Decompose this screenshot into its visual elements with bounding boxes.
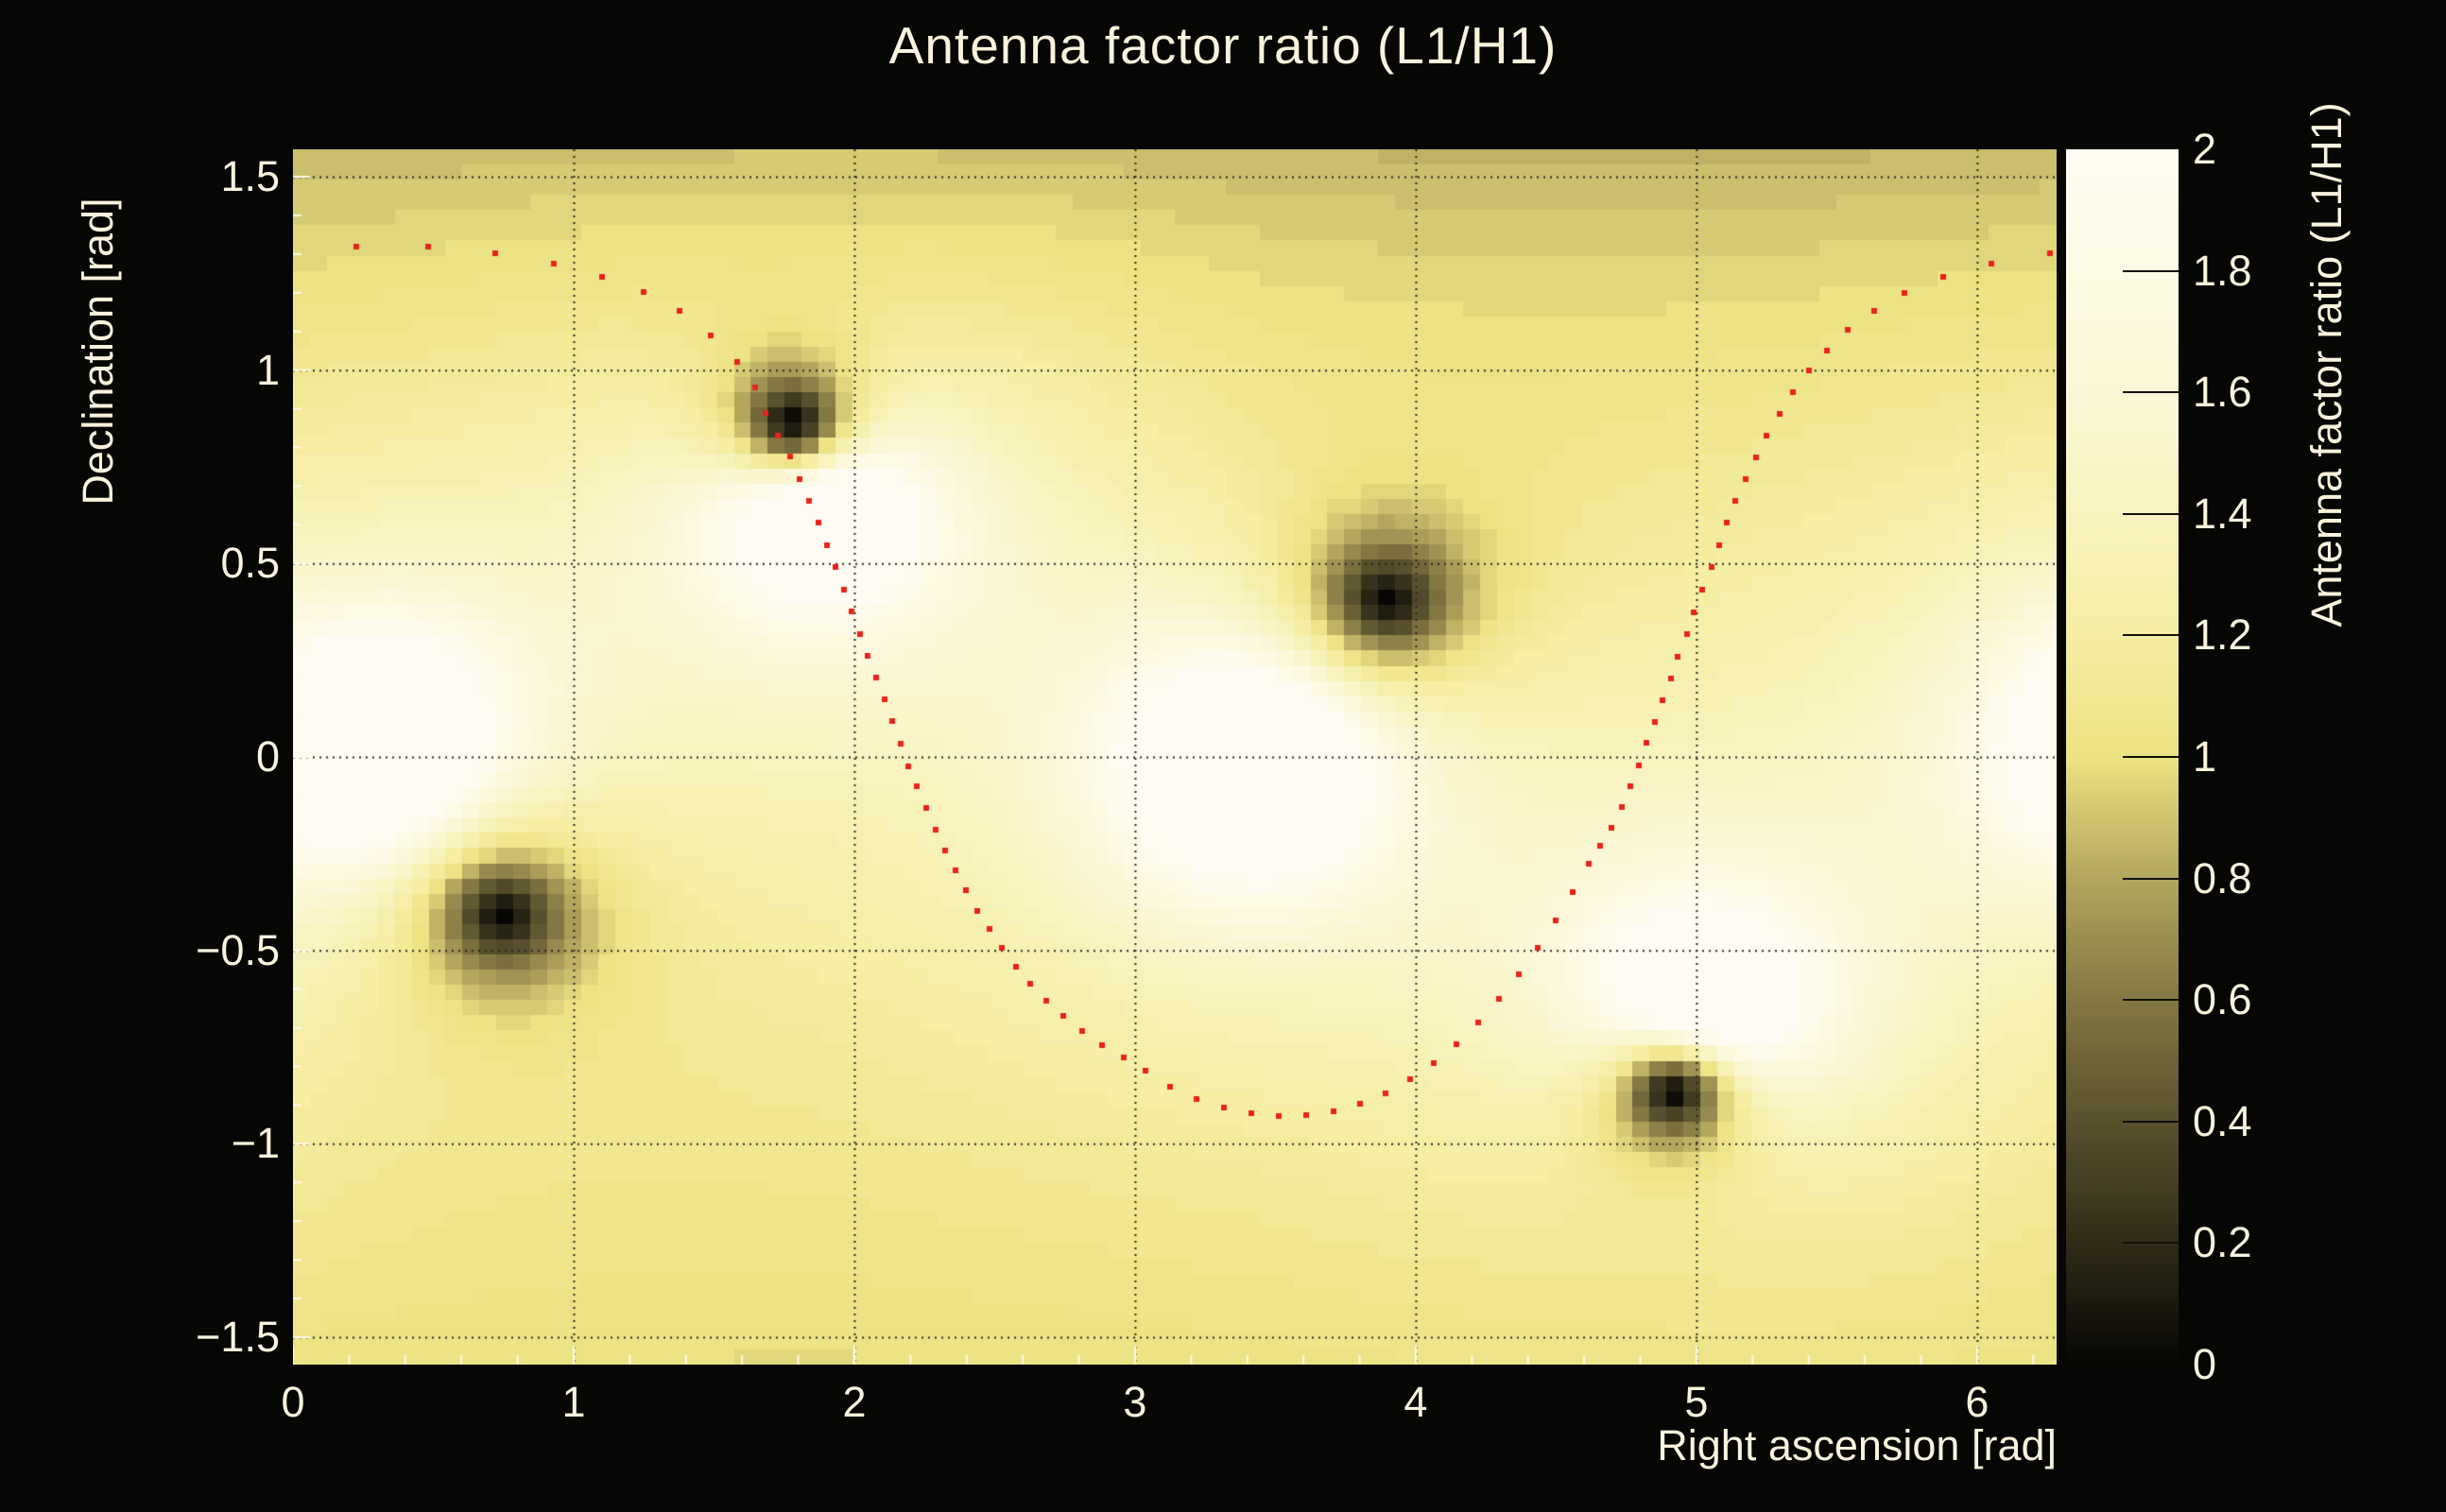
y-tick-label: 1: [255, 345, 280, 394]
page-title: Antenna factor ratio (L1/H1): [888, 16, 1558, 75]
track-grid-overlay-canvas: [293, 149, 2057, 1365]
colorbar-tick: [2123, 877, 2179, 880]
colorbar-tick: [2123, 634, 2179, 637]
x-tick-label: 2: [842, 1378, 867, 1426]
colorbar-tick-label: 1.6: [2193, 368, 2252, 417]
colorbar-tick-label: 0.6: [2193, 975, 2252, 1024]
y-tick-label: −1.5: [196, 1313, 280, 1362]
y-tick-label: 0.5: [220, 539, 280, 588]
colorbar-tick-label: 2: [2193, 125, 2217, 173]
x-tick-label: 3: [1123, 1378, 1147, 1426]
colorbar-tick: [2123, 1242, 2179, 1245]
x-tick-label: 0: [281, 1378, 305, 1426]
colorbar-tick: [2123, 756, 2179, 758]
colorbar-tick: [2123, 1120, 2179, 1123]
colorbar-tick-label: 0.4: [2193, 1096, 2252, 1145]
x-axis-title: Right ascension [rad]: [1657, 1421, 2057, 1469]
colorbar-tick-label: 1.4: [2193, 489, 2252, 538]
colorbar-tick-label: 1: [2193, 732, 2217, 781]
x-tick-label: 6: [1965, 1378, 1990, 1426]
colorbar-tick-label: 1.8: [2193, 246, 2252, 295]
plot-area: [293, 149, 2057, 1365]
colorbar-title: Antenna factor ratio (L1/H1): [2302, 102, 2351, 627]
colorbar-tick-label: 1.2: [2193, 610, 2252, 660]
colorbar-tick-label: 0: [2193, 1340, 2217, 1388]
colorbar-gradient: [2066, 149, 2179, 1365]
y-tick-label: −0.5: [196, 925, 280, 974]
y-tick-label: −1: [231, 1119, 280, 1168]
colorbar-tick: [2123, 269, 2179, 272]
y-tick-label: 0: [255, 732, 280, 781]
colorbar-tick: [2123, 512, 2179, 515]
x-tick-label: 4: [1404, 1378, 1428, 1426]
colorbar-tick: [2123, 999, 2179, 1002]
colorbar-tick: [2123, 391, 2179, 394]
y-tick-label: 1.5: [220, 151, 280, 200]
colorbar-tick-label: 0.2: [2193, 1218, 2252, 1267]
y-axis-title: Declination [rad]: [74, 198, 122, 506]
x-tick-label: 1: [561, 1378, 586, 1426]
x-tick-label: 5: [1684, 1378, 1709, 1426]
colorbar-tick-label: 0.8: [2193, 853, 2252, 902]
